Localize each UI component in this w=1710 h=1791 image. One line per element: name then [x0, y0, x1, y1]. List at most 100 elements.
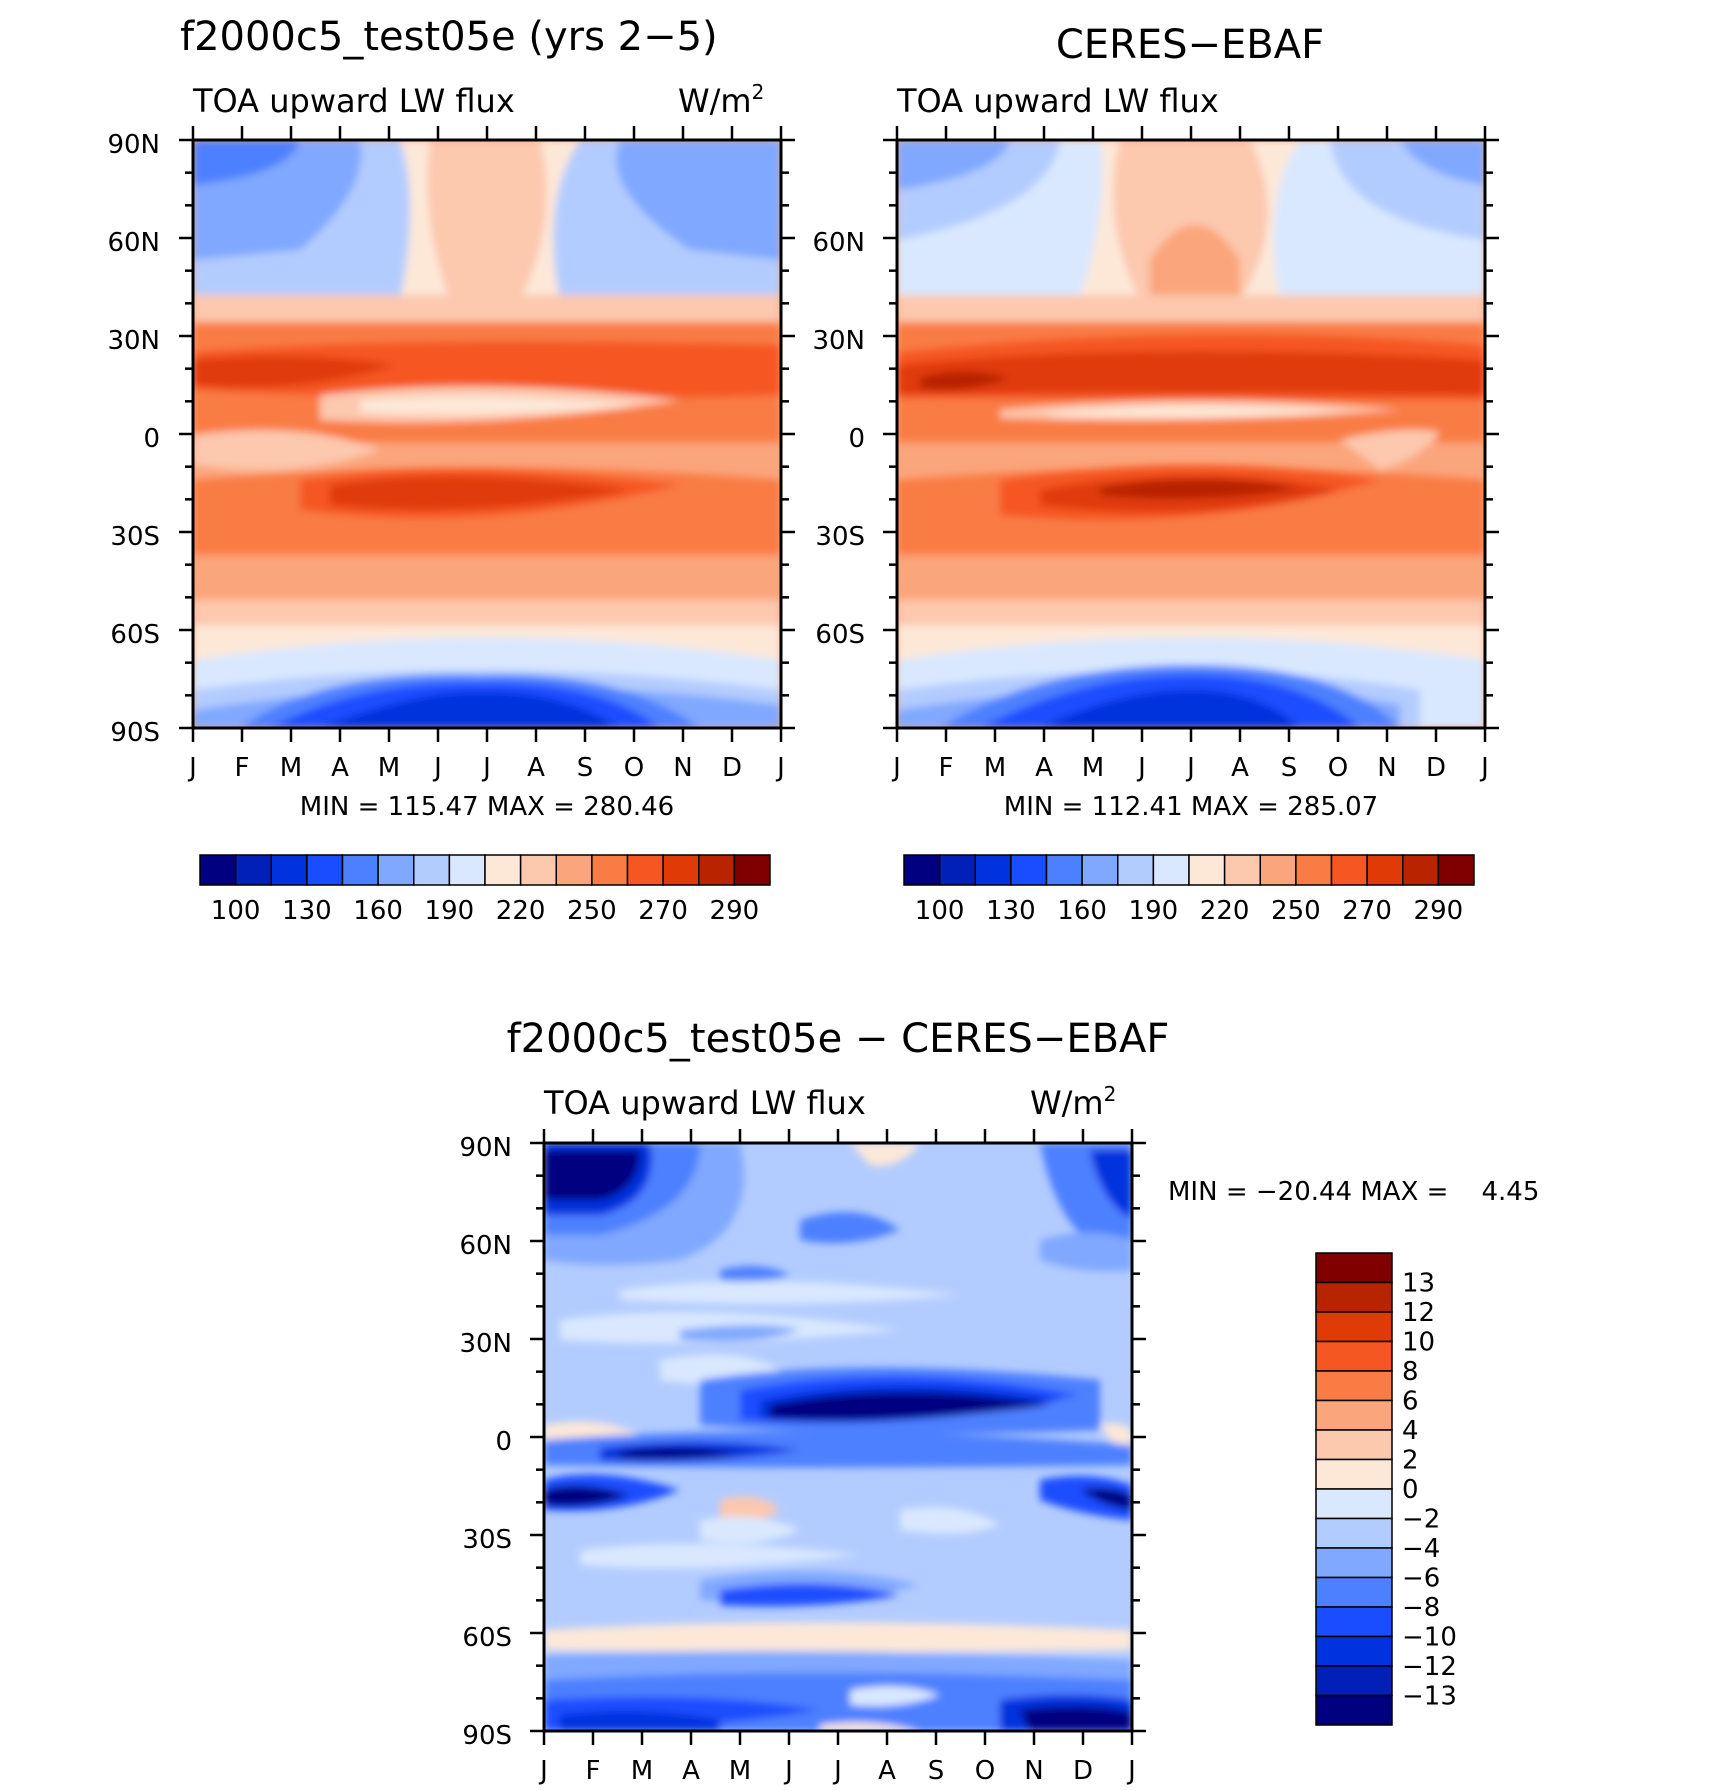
- colorbar-swatch: [974, 854, 1012, 886]
- colorbar-label: 250: [567, 896, 617, 926]
- colorbar-swatch: [199, 854, 237, 886]
- colorbar-label: −12: [1402, 1652, 1457, 1682]
- panel-model-title: f2000c5_test05e (yrs 2−5): [180, 14, 718, 60]
- panel-diff-y-ticks: 90N 60N 30N 0 30S 60S 90S: [459, 1133, 512, 1751]
- colorbar-label: 100: [915, 896, 965, 926]
- colorbar-label: 190: [425, 896, 475, 926]
- colorbar-swatch: [1315, 1399, 1393, 1431]
- y-tick-label: 0: [848, 424, 865, 454]
- y-tick-label: 0: [495, 1427, 512, 1457]
- colorbar-swatch: [1117, 854, 1155, 886]
- colorbar-label: −13: [1402, 1682, 1457, 1712]
- y-tick-label: 30N: [459, 1329, 512, 1359]
- colorbar-label: 6: [1402, 1387, 1419, 1417]
- colorbar-swatch: [377, 854, 415, 886]
- colorbar-label: 270: [638, 896, 688, 926]
- colorbar-label: 4: [1402, 1416, 1419, 1446]
- colorbar-swatch: [341, 854, 379, 886]
- colorbar-swatch: [1315, 1576, 1393, 1608]
- colorbar-swatch: [1315, 1252, 1393, 1284]
- y-minor-ticks: [883, 138, 1499, 730]
- colorbar-label: 10: [1402, 1328, 1435, 1358]
- panel-obs-stats: MIN = 112.41 MAX = 285.07: [1004, 792, 1378, 822]
- y-tick-label: 30S: [815, 522, 865, 552]
- colorbar-swatch: [1315, 1517, 1393, 1549]
- x-tick-label: J: [432, 753, 442, 783]
- colorbar-swatch: [938, 854, 976, 886]
- colorbar-swatch: [1366, 854, 1404, 886]
- y-tick-label: 90N: [459, 1133, 512, 1163]
- colorbar-label: −4: [1402, 1534, 1440, 1564]
- x-tick-label: A: [331, 753, 349, 783]
- colorbar-swatch: [234, 854, 272, 886]
- colorbar-swatch: [1437, 854, 1475, 886]
- colorbar-swatch: [1315, 1665, 1393, 1697]
- x-tick-label: S: [577, 753, 594, 783]
- colorbar-label: 270: [1342, 896, 1392, 926]
- panel-diff-units: W/m2: [1030, 1082, 1116, 1122]
- x-tick-label: J: [538, 1756, 548, 1786]
- colorbar-swatch: [1295, 854, 1333, 886]
- colorbar-label: 290: [710, 896, 760, 926]
- colorbar-label: −6: [1402, 1564, 1440, 1594]
- x-tick-label: A: [878, 1756, 896, 1786]
- colorbar-label: 220: [1200, 896, 1250, 926]
- x-tick-label: J: [891, 753, 901, 783]
- colorbar-label: 12: [1402, 1298, 1435, 1328]
- x-tick-label: J: [1185, 753, 1195, 783]
- colorbar-label: 160: [1057, 896, 1107, 926]
- x-tick-label: J: [775, 753, 785, 783]
- y-tick-label: 0: [143, 424, 160, 454]
- panel-model-units: W/m2: [678, 80, 764, 120]
- colorbar-label: 2: [1402, 1446, 1419, 1476]
- x-tick-label: M: [729, 1756, 751, 1786]
- panel-model: f2000c5_test05e (yrs 2−5) TOA upward LW …: [107, 14, 784, 926]
- y-tick-label: 30N: [107, 326, 160, 356]
- colorbar-label: 130: [986, 896, 1036, 926]
- y-tick-label: 30N: [812, 326, 865, 356]
- x-tick-label: J: [481, 753, 491, 783]
- y-minor-ticks: [530, 1141, 1146, 1733]
- x-tick-label: F: [586, 1756, 601, 1786]
- colorbar-swatch: [1315, 1488, 1393, 1520]
- colorbar-swatch: [1402, 854, 1440, 886]
- x-tick-label: J: [832, 1756, 842, 1786]
- panel-model-subtitle: TOA upward LW flux: [192, 82, 515, 120]
- x-tick-label: A: [682, 1756, 700, 1786]
- colorbar-swatch: [1315, 1311, 1393, 1343]
- colorbar-swatch: [903, 854, 941, 886]
- panel-obs-field: [897, 140, 1485, 728]
- colorbar-swatch: [1315, 1340, 1393, 1372]
- colorbar-label: 130: [282, 896, 332, 926]
- colorbar-swatch: [1315, 1458, 1393, 1490]
- colorbar-swatch: [555, 854, 593, 886]
- y-tick-label: 60N: [812, 228, 865, 258]
- colorbar-label: 100: [211, 896, 261, 926]
- colorbar-label: 190: [1129, 896, 1179, 926]
- x-tick-label: D: [722, 753, 742, 783]
- panel-diff-subtitle: TOA upward LW flux: [543, 1084, 866, 1122]
- colorbar-swatch: [1330, 854, 1368, 886]
- y-tick-label: 90S: [462, 1721, 512, 1751]
- colorbar-swatch: [270, 854, 308, 886]
- x-tick-label: O: [624, 753, 644, 783]
- x-tick-label: M: [1082, 753, 1104, 783]
- panel-model-colorbar: 100 130 160 190 220 250 270 290: [199, 854, 771, 926]
- panel-diff: f2000c5_test05e − CERES−EBAF TOA upward …: [459, 1016, 1539, 1786]
- colorbar-label: 0: [1402, 1475, 1419, 1505]
- x-tick-label: J: [783, 1756, 793, 1786]
- y-tick-label: 30S: [110, 522, 160, 552]
- colorbar-swatch: [1315, 1281, 1393, 1313]
- colorbar-label: 160: [353, 896, 403, 926]
- colorbar-swatch: [1152, 854, 1190, 886]
- colorbar-swatch: [1010, 854, 1048, 886]
- colorbar-swatch: [1315, 1370, 1393, 1402]
- colorbar-label: 290: [1414, 896, 1464, 926]
- colorbar-swatch: [662, 854, 700, 886]
- colorbar-swatch: [698, 854, 736, 886]
- panel-diff-title: f2000c5_test05e − CERES−EBAF: [507, 1016, 1170, 1062]
- x-tick-label: J: [1479, 753, 1489, 783]
- x-tick-label: A: [1231, 753, 1249, 783]
